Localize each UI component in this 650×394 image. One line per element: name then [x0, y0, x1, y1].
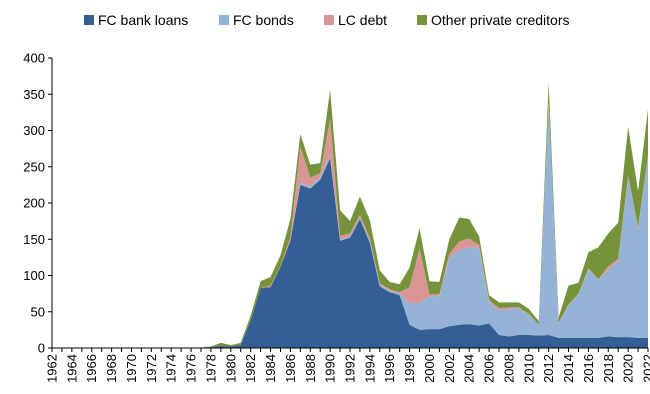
y-tick-label: 300	[23, 123, 45, 138]
y-tick-label: 0	[38, 341, 45, 356]
legend-swatch-fc-bonds	[219, 15, 229, 25]
x-tick-label: 2020	[621, 354, 636, 383]
x-tick-label: 1978	[203, 354, 218, 383]
x-tick-label: 2004	[462, 354, 477, 383]
x-tick-label: 1976	[184, 354, 199, 383]
x-tick-label: 2006	[482, 354, 497, 383]
legend-label-fc-bonds: FC bonds	[233, 12, 294, 28]
x-tick-label: 1982	[243, 354, 258, 383]
x-tick-label: 1992	[343, 354, 358, 383]
legend-swatch-lc-debt	[324, 15, 334, 25]
legend-swatch-other-private-creditors	[417, 15, 427, 25]
legend: FC bank loans FC bonds LC debt Other privat…	[84, 12, 570, 28]
y-tick-label: 250	[23, 159, 45, 174]
y-tick-label: 350	[23, 87, 45, 102]
x-tick-label: 1972	[144, 354, 159, 383]
x-tick-label: 2022	[641, 354, 650, 383]
x-tick-label: 2012	[541, 354, 556, 383]
legend-label-lc-debt: LC debt	[338, 12, 387, 28]
x-tick-label: 1962	[45, 354, 60, 383]
x-tick-label: 2010	[521, 354, 536, 383]
x-tick-label: 1980	[223, 354, 238, 383]
y-tick-label: 400	[23, 51, 45, 66]
x-tick-label: 2016	[581, 354, 596, 383]
x-tick-label: 1984	[263, 354, 278, 383]
legend-label-fc-bank-loans: FC bank loans	[98, 12, 188, 28]
x-tick-label: 1990	[323, 354, 338, 383]
x-tick-label: 2008	[501, 354, 516, 383]
x-tick-label: 1966	[84, 354, 99, 383]
x-tick-label: 1988	[303, 354, 318, 383]
x-axis-ticks: 1962 1964 1966 1968 1970 1972 1974 1976 1978 1980…	[45, 348, 650, 383]
x-tick-label: 1996	[382, 354, 397, 383]
x-tick-label: 1964	[64, 354, 79, 383]
y-axis-ticks: 0 50 100 150 200 250 300 350 400	[23, 51, 52, 356]
area-series-group	[52, 83, 648, 348]
x-tick-label: 1994	[362, 354, 377, 383]
y-tick-label: 150	[23, 232, 45, 247]
x-tick-label: 2002	[442, 354, 457, 383]
area-series-fc-bank-loans	[52, 158, 648, 348]
area-series-fc-bonds	[52, 102, 648, 348]
y-tick-label: 50	[31, 304, 45, 319]
x-tick-label: 2000	[422, 354, 437, 383]
x-tick-label: 1974	[164, 354, 179, 383]
x-tick-label: 1998	[402, 354, 417, 383]
y-tick-label: 100	[23, 268, 45, 283]
x-tick-label: 1968	[104, 354, 119, 383]
y-tick-label: 200	[23, 196, 45, 211]
x-tick-label: 2018	[601, 354, 616, 383]
legend-swatch-fc-bank-loans	[84, 15, 94, 25]
x-tick-label: 1970	[124, 354, 139, 383]
x-tick-label: 1986	[283, 354, 298, 383]
legend-label-other-private-creditors: Other private creditors	[431, 12, 570, 28]
x-tick-label: 2014	[561, 354, 576, 383]
